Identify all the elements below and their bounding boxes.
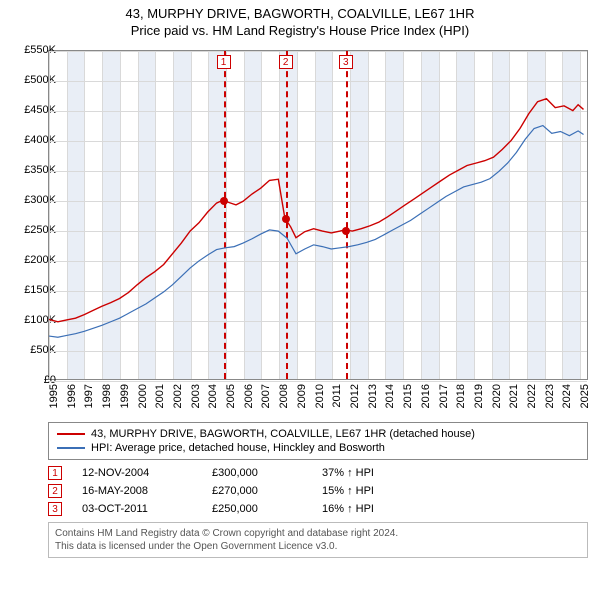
sales-table: 1 12-NOV-2004 £300,000 37% ↑ HPI 2 16-MAY-200… bbox=[48, 464, 588, 518]
legend-label: HPI: Average price, detached house, Hinc… bbox=[91, 442, 385, 454]
sale-marker-box: 3 bbox=[339, 55, 353, 69]
x-axis-label: 2003 bbox=[190, 384, 202, 408]
x-axis-label: 2004 bbox=[207, 384, 219, 408]
x-axis-label: 2011 bbox=[331, 384, 343, 408]
x-axis-label: 2018 bbox=[455, 384, 467, 408]
x-axis-label: 2002 bbox=[172, 384, 184, 408]
sale-marker-box: 2 bbox=[279, 55, 293, 69]
x-axis-label: 2000 bbox=[137, 384, 149, 408]
x-axis-label: 1995 bbox=[48, 384, 60, 408]
x-axis-label: 2008 bbox=[278, 384, 290, 408]
x-axis-label: 2015 bbox=[402, 384, 414, 408]
sale-delta: 16% ↑ HPI bbox=[322, 503, 412, 515]
x-axis-label: 2006 bbox=[243, 384, 255, 408]
x-axis-label: 2005 bbox=[225, 384, 237, 408]
chart-area: 123 £0£50K£100K£150K£200K£250K£300K£350K… bbox=[0, 42, 600, 422]
legend-swatch bbox=[57, 433, 85, 435]
x-axis-label: 2025 bbox=[579, 384, 591, 408]
x-axis-label: 2007 bbox=[260, 384, 272, 408]
footer-line-1: Contains HM Land Registry data © Crown c… bbox=[55, 527, 581, 540]
sale-row: 2 16-MAY-2008 £270,000 15% ↑ HPI bbox=[48, 482, 588, 500]
legend-row: HPI: Average price, detached house, Hinc… bbox=[57, 441, 579, 455]
title-line-2: Price paid vs. HM Land Registry's House … bbox=[0, 23, 600, 38]
sale-delta: 15% ↑ HPI bbox=[322, 485, 412, 497]
title-line-1: 43, MURPHY DRIVE, BAGWORTH, COALVILLE, L… bbox=[0, 6, 600, 21]
sale-marker-point bbox=[342, 227, 350, 235]
x-axis-label: 2014 bbox=[384, 384, 396, 408]
sale-index: 1 bbox=[48, 466, 62, 480]
x-axis-label: 1998 bbox=[101, 384, 113, 408]
footer-attribution: Contains HM Land Registry data © Crown c… bbox=[48, 522, 588, 558]
x-axis-label: 2009 bbox=[296, 384, 308, 408]
plot-area: 1 2 3 bbox=[48, 50, 588, 380]
legend: 43, MURPHY DRIVE, BAGWORTH, COALVILLE, L… bbox=[48, 422, 588, 460]
x-axis-label: 2019 bbox=[473, 384, 485, 408]
x-axis-label: 2013 bbox=[367, 384, 379, 408]
sale-date: 16-MAY-2008 bbox=[82, 485, 192, 497]
sale-row: 3 03-OCT-2011 £250,000 16% ↑ HPI bbox=[48, 500, 588, 518]
x-axis-label: 2023 bbox=[544, 384, 556, 408]
sale-marker-point bbox=[220, 197, 228, 205]
x-axis-label: 2024 bbox=[561, 384, 573, 408]
x-axis-label: 2001 bbox=[154, 384, 166, 408]
legend-row: 43, MURPHY DRIVE, BAGWORTH, COALVILLE, L… bbox=[57, 427, 579, 441]
sale-date: 03-OCT-2011 bbox=[82, 503, 192, 515]
line-series-svg bbox=[49, 51, 587, 379]
x-axis-label: 2016 bbox=[420, 384, 432, 408]
x-axis-label: 2020 bbox=[491, 384, 503, 408]
chart-container: 43, MURPHY DRIVE, BAGWORTH, COALVILLE, L… bbox=[0, 0, 600, 558]
sale-date: 12-NOV-2004 bbox=[82, 467, 192, 479]
x-axis-label: 1999 bbox=[119, 384, 131, 408]
legend-label: 43, MURPHY DRIVE, BAGWORTH, COALVILLE, L… bbox=[91, 428, 475, 440]
legend-swatch bbox=[57, 447, 85, 449]
sale-index: 3 bbox=[48, 502, 62, 516]
sale-price: £250,000 bbox=[212, 503, 302, 515]
x-axis-label: 2022 bbox=[526, 384, 538, 408]
sale-marker-box: 1 bbox=[217, 55, 231, 69]
x-axis-label: 2017 bbox=[438, 384, 450, 408]
series-hpi bbox=[49, 126, 584, 338]
x-axis-label: 1996 bbox=[66, 384, 78, 408]
sale-marker-point bbox=[282, 215, 290, 223]
sale-index: 2 bbox=[48, 484, 62, 498]
sale-price: £300,000 bbox=[212, 467, 302, 479]
x-axis-label: 1997 bbox=[83, 384, 95, 408]
title-block: 43, MURPHY DRIVE, BAGWORTH, COALVILLE, L… bbox=[0, 0, 600, 42]
sale-delta: 37% ↑ HPI bbox=[322, 467, 412, 479]
x-axis-label: 2010 bbox=[314, 384, 326, 408]
series-address bbox=[49, 99, 584, 322]
x-axis-label: 2021 bbox=[508, 384, 520, 408]
sale-row: 1 12-NOV-2004 £300,000 37% ↑ HPI bbox=[48, 464, 588, 482]
x-axis-label: 2012 bbox=[349, 384, 361, 408]
sale-price: £270,000 bbox=[212, 485, 302, 497]
footer-line-2: This data is licensed under the Open Gov… bbox=[55, 540, 581, 553]
